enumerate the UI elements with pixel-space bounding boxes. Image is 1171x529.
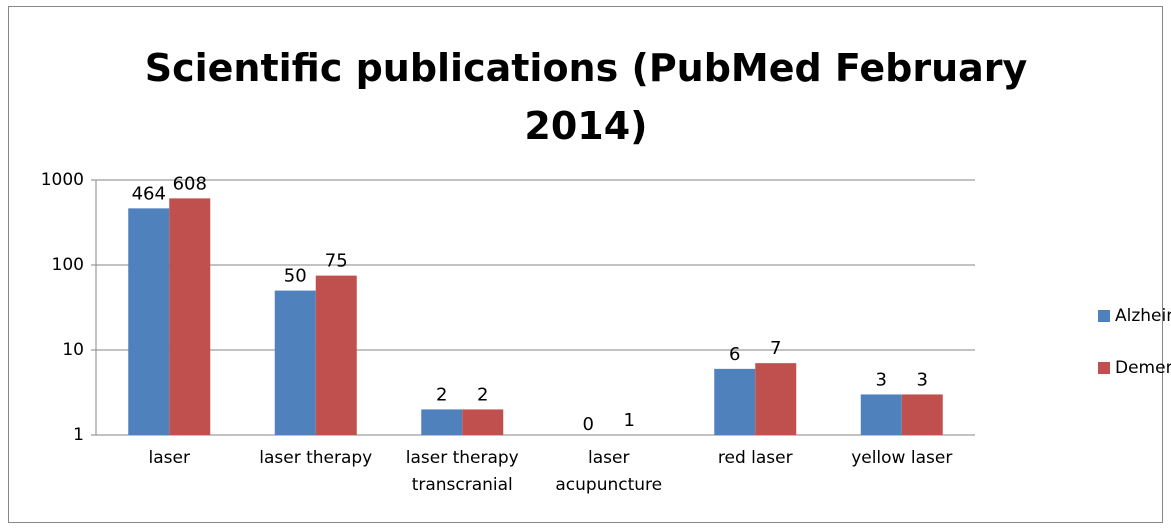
- value-label: 6: [729, 344, 740, 365]
- bar: [421, 409, 463, 435]
- bar: [128, 208, 170, 435]
- chart-title: Scientific publications (PubMed February…: [145, 46, 1028, 148]
- value-label: 608: [173, 173, 207, 194]
- value-label: 50: [284, 266, 307, 287]
- value-label: 464: [132, 183, 166, 204]
- bar: [901, 394, 943, 435]
- bar: [274, 290, 316, 435]
- legend-label: Dementia: [1115, 358, 1171, 378]
- value-label: 75: [325, 251, 348, 272]
- bar: [714, 368, 756, 435]
- value-label: 1: [624, 410, 635, 431]
- x-tick-label: yellow laser: [851, 448, 952, 468]
- y-tick-label: 10: [62, 340, 84, 360]
- x-tick-label: laser acupuncture: [555, 448, 662, 495]
- value-label: 0: [583, 414, 594, 435]
- bar: [755, 363, 797, 435]
- value-label: 2: [477, 384, 488, 405]
- value-label: 2: [436, 384, 447, 405]
- legend-swatch: [1098, 362, 1110, 374]
- legend-swatch: [1098, 310, 1110, 322]
- value-label: 3: [917, 369, 928, 390]
- value-label: 7: [770, 338, 781, 359]
- bar: [169, 198, 211, 435]
- legend-label: Alzheimer: [1115, 306, 1171, 326]
- value-label: 3: [876, 369, 887, 390]
- x-tick-label: laser therapy transcranial: [406, 448, 519, 495]
- bar: [860, 394, 902, 435]
- x-tick-label: laser: [149, 448, 190, 468]
- x-tick-label: laser therapy: [259, 448, 372, 468]
- y-tick-label: 1000: [41, 170, 84, 190]
- y-tick-label: 1: [73, 425, 84, 445]
- x-tick-label: red laser: [718, 448, 793, 468]
- bar: [315, 275, 357, 435]
- bar: [462, 409, 504, 435]
- y-tick-label: 100: [52, 255, 84, 275]
